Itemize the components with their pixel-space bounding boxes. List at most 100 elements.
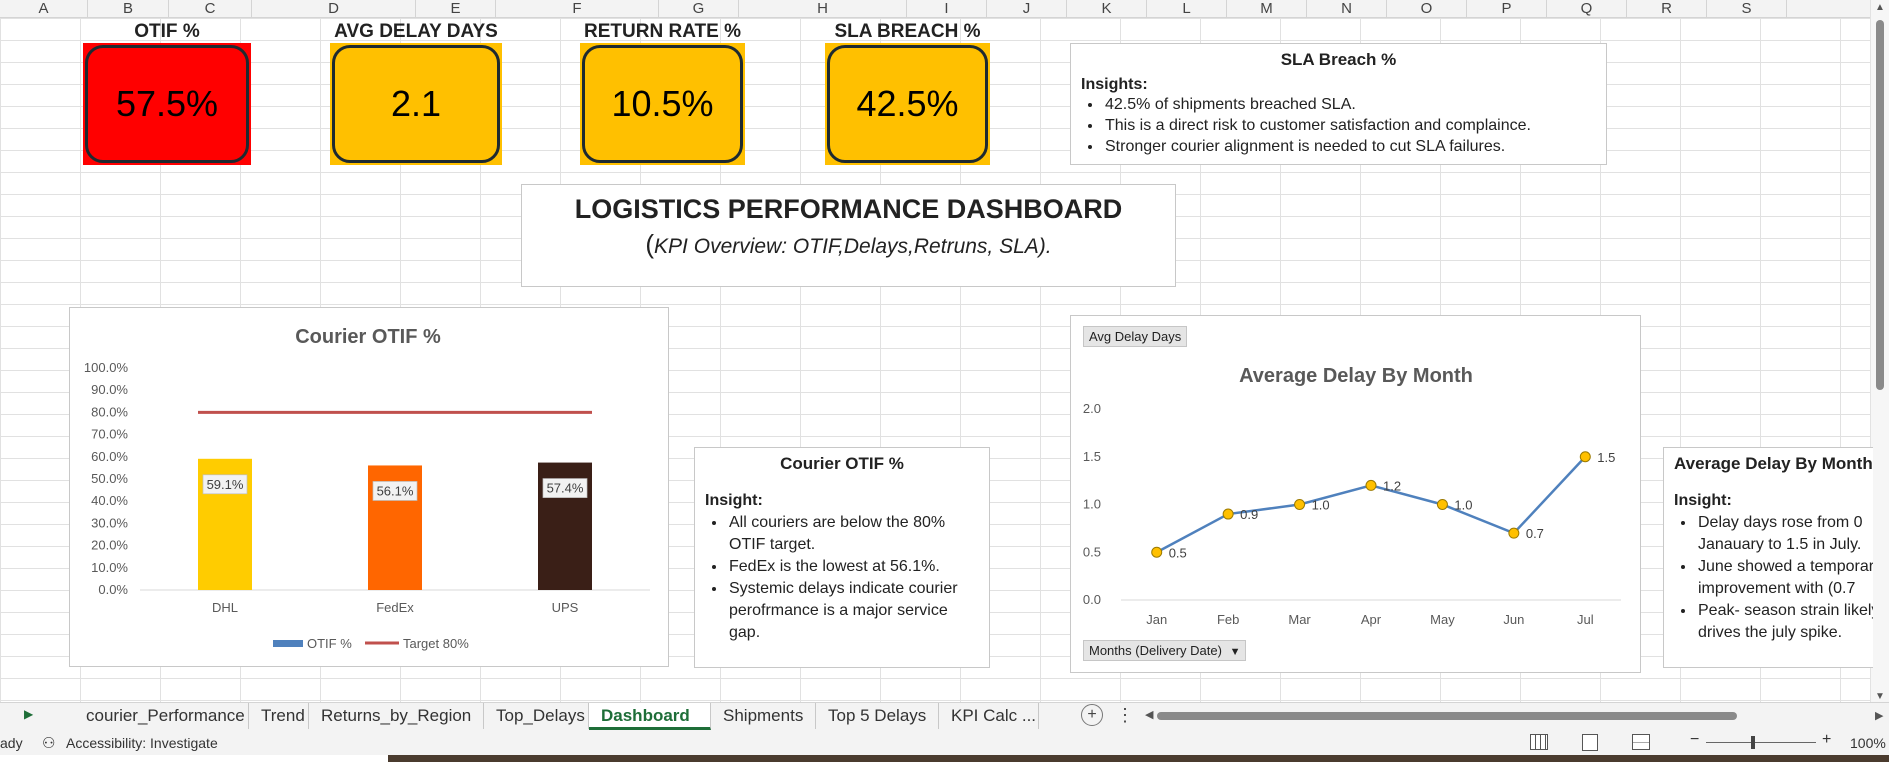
data-label: 1.2	[1383, 478, 1401, 493]
tab-dashboard[interactable]: Dashboard	[589, 703, 711, 730]
kpi-card-otif[interactable]: 57.5%	[85, 45, 249, 163]
chart-title: Courier OTIF %	[295, 326, 441, 348]
zoom-slider-thumb[interactable]	[1751, 736, 1755, 749]
column-header-i[interactable]: I	[907, 0, 987, 17]
y-tick-label: 40.0%	[91, 493, 128, 508]
column-header-h[interactable]: H	[739, 0, 907, 17]
zoom-slider-track[interactable]	[1706, 742, 1816, 743]
tab-scroll-right-icon[interactable]: ▶	[24, 707, 34, 721]
list-item: 42.5% of shipments breached SLA.	[1103, 94, 1596, 115]
y-tick-label: 0.5	[1083, 544, 1101, 559]
delay-insight-list: Delay days rose from 0 Janauary to 1.5 i…	[1674, 512, 1873, 644]
pivot-axis-button[interactable]: Months (Delivery Date) ▼	[1083, 640, 1247, 661]
column-header-n[interactable]: N	[1307, 0, 1387, 17]
x-tick-label: Feb	[1217, 612, 1239, 627]
y-tick-label: 1.5	[1083, 449, 1101, 464]
column-header-r[interactable]: R	[1627, 0, 1707, 17]
delay-insight-panel[interactable]: Average Delay By Month Insight: Delay da…	[1663, 447, 1873, 668]
kpi-card-avg-delay[interactable]: 2.1	[332, 45, 500, 163]
x-tick-label: Jun	[1503, 612, 1524, 627]
data-point-jan[interactable]	[1151, 546, 1163, 558]
kpi-card-return-rate[interactable]: 10.5%	[582, 45, 743, 163]
column-header-b[interactable]: B	[88, 0, 169, 17]
data-point-feb[interactable]	[1222, 508, 1234, 520]
list-item: This is a direct risk to customer satisf…	[1103, 115, 1596, 136]
x-tick-label: Apr	[1361, 612, 1382, 627]
zoom-out-icon[interactable]: −	[1690, 731, 1700, 748]
pivot-field-button[interactable]: Avg Delay Days	[1083, 326, 1188, 347]
horizontal-scroll-thumb[interactable]	[1157, 712, 1737, 720]
x-tick-label: May	[1430, 612, 1455, 627]
column-header-m[interactable]: M	[1227, 0, 1307, 17]
courier-otif-chart[interactable]: Courier OTIF % 0.0% 10.0% 20.0% 30.0% 40.0% 5…	[69, 307, 669, 667]
data-point-may[interactable]	[1436, 499, 1448, 510]
scroll-up-icon[interactable]: ▲	[1875, 2, 1885, 13]
data-label: 1.5	[1597, 450, 1615, 465]
courier-insight-panel[interactable]: Courier OTIF % Insight: All couriers are…	[694, 447, 990, 668]
column-header-c[interactable]: C	[169, 0, 252, 17]
page-break-view-icon[interactable]	[1632, 734, 1650, 750]
column-header-p[interactable]: P	[1467, 0, 1547, 17]
page-layout-icon[interactable]	[1582, 734, 1598, 751]
column-header-a[interactable]: A	[0, 0, 88, 17]
tab-returns-by-region[interactable]: Returns_by_Region	[309, 703, 484, 729]
tab-top-delays[interactable]: Top_Delays	[484, 703, 589, 729]
zoom-in-icon[interactable]: +	[1822, 731, 1832, 748]
delay-insight-label: Insight:	[1674, 492, 1732, 509]
data-label: 1.0	[1454, 498, 1472, 513]
series-line	[1156, 455, 1587, 554]
column-header-l[interactable]: L	[1147, 0, 1227, 17]
average-delay-chart[interactable]: Avg Delay Days Average Delay By Month 0.…	[1070, 315, 1641, 673]
y-tick-label: 0.0%	[98, 582, 128, 597]
sla-panel-heading: SLA Breach %	[1280, 50, 1397, 69]
data-point-apr[interactable]	[1365, 479, 1377, 491]
column-header-f[interactable]: F	[496, 0, 659, 17]
legend-label: Target 80%	[403, 636, 469, 651]
tab-shipments[interactable]: Shipments	[711, 703, 816, 729]
more-options-icon[interactable]: ⋮	[1116, 705, 1134, 725]
tab-courier-performance[interactable]: courier_Performance	[74, 703, 249, 729]
y-tick-label: 50.0%	[91, 471, 128, 486]
scroll-right-icon[interactable]: ▶	[1875, 710, 1884, 722]
accessibility-status[interactable]: Accessibility: Investigate	[66, 735, 218, 751]
column-header-s[interactable]: S	[1707, 0, 1787, 17]
dropdown-arrow-icon[interactable]: ▼	[1229, 646, 1241, 658]
sla-insight-label: Insights:	[1081, 76, 1148, 93]
horizontal-scrollbar[interactable]: ◀	[1145, 709, 1737, 721]
dashboard-title-box[interactable]: LOGISTICS PERFORMANCE DASHBOARD (KPI Ove…	[521, 184, 1176, 287]
column-header-o[interactable]: O	[1387, 0, 1467, 17]
tab-top-5-delays[interactable]: Top 5 Delays	[816, 703, 939, 729]
list-item: Stronger courier alignment is needed to …	[1103, 136, 1596, 157]
data-label-box	[202, 474, 248, 495]
scroll-down-icon[interactable]: ▼	[1875, 691, 1885, 702]
vertical-scroll-thumb[interactable]	[1876, 20, 1884, 390]
column-header-g[interactable]: G	[659, 0, 739, 17]
data-point-mar[interactable]	[1294, 499, 1306, 510]
x-tick-label: Mar	[1288, 612, 1311, 627]
data-point-jul[interactable]	[1579, 451, 1591, 463]
sla-insight-panel[interactable]: SLA Breach % Insights: 42.5% of shipment…	[1070, 43, 1607, 165]
data-label: 0.5	[1169, 545, 1187, 560]
data-point-jun[interactable]	[1508, 527, 1520, 539]
scroll-left-icon[interactable]: ◀	[1145, 709, 1154, 721]
add-sheet-icon[interactable]: +	[1081, 704, 1103, 726]
status-bar: ady ⚇ Accessibility: Investigate − + 100…	[0, 731, 1889, 755]
data-label: 56.1%	[377, 483, 414, 498]
y-tick-label: 30.0%	[91, 515, 128, 530]
column-header-k[interactable]: K	[1067, 0, 1147, 17]
kpi-card-sla-breach[interactable]: 42.5%	[827, 45, 988, 163]
column-header-d[interactable]: D	[252, 0, 416, 17]
accessibility-icon[interactable]: ⚇	[42, 735, 56, 752]
column-header-q[interactable]: Q	[1547, 0, 1627, 17]
tab-kpi-calc[interactable]: KPI Calc ...	[939, 703, 1039, 729]
list-item: FedEx is the lowest at 56.1%.	[727, 556, 979, 578]
tab-trend[interactable]: Trend	[249, 703, 309, 729]
list-item: Systemic delays indicate courier perofrm…	[727, 578, 979, 644]
vertical-scrollbar[interactable]: ▲ ▼	[1870, 0, 1889, 704]
normal-view-icon[interactable]	[1530, 734, 1548, 750]
list-item: All couriers are below the 80% OTIF targ…	[727, 512, 979, 556]
column-header-j[interactable]: J	[987, 0, 1067, 17]
column-header-e[interactable]: E	[416, 0, 496, 17]
list-item: Delay days rose from 0 Janauary to 1.5 i…	[1696, 512, 1873, 556]
zoom-level[interactable]: 100%	[1850, 735, 1886, 751]
